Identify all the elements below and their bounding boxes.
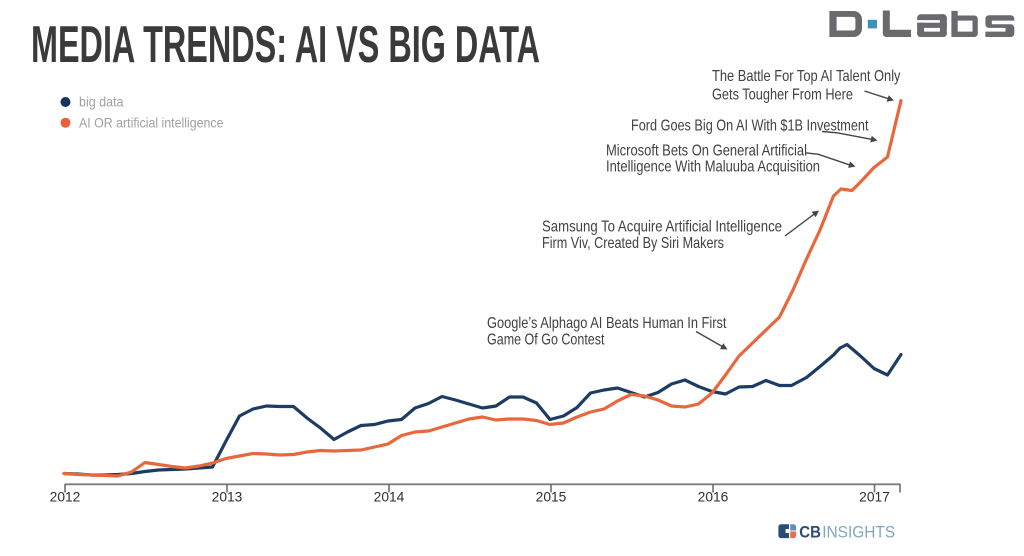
svg-text:2017: 2017 (859, 490, 890, 505)
svg-text:The Battle For Top AI Talent O: The Battle For Top AI Talent Only (712, 68, 901, 85)
svg-text:Intelligence With Maluuba Acqu: Intelligence With Maluuba Acquisition (606, 159, 820, 176)
svg-text:2016: 2016 (698, 490, 729, 505)
svg-text:big data: big data (79, 94, 124, 110)
svg-text:Ford Goes Big On AI With $1B I: Ford Goes Big On AI With $1B Investment (631, 117, 869, 134)
svg-text:INSIGHTS: INSIGHTS (822, 523, 895, 542)
svg-text:2015: 2015 (536, 490, 567, 505)
svg-text:Game Of Go Contest: Game Of Go Contest (487, 331, 605, 348)
svg-text:CB: CB (799, 523, 821, 542)
svg-text:Microsoft Bets On General Arti: Microsoft Bets On General Artificial (606, 142, 807, 159)
svg-text:Firm Viv, Created By Siri Make: Firm Viv, Created By Siri Makers (542, 235, 724, 252)
svg-text:Samsung To Acquire Artificial: Samsung To Acquire Artificial Intelligen… (542, 219, 782, 236)
svg-text:Gets Tougher From Here: Gets Tougher From Here (712, 86, 853, 103)
svg-text:2012: 2012 (50, 490, 81, 505)
svg-text:2013: 2013 (212, 490, 243, 505)
svg-text:AI OR artificial intelligence: AI OR artificial intelligence (79, 114, 224, 130)
svg-text:2014: 2014 (374, 490, 405, 505)
svg-text:MEDIA TRENDS: AI VS BIG DATA: MEDIA TRENDS: AI VS BIG DATA (31, 16, 540, 74)
svg-text:Google’s Alphago AI Beats Huma: Google’s Alphago AI Beats Human In First (487, 315, 727, 332)
